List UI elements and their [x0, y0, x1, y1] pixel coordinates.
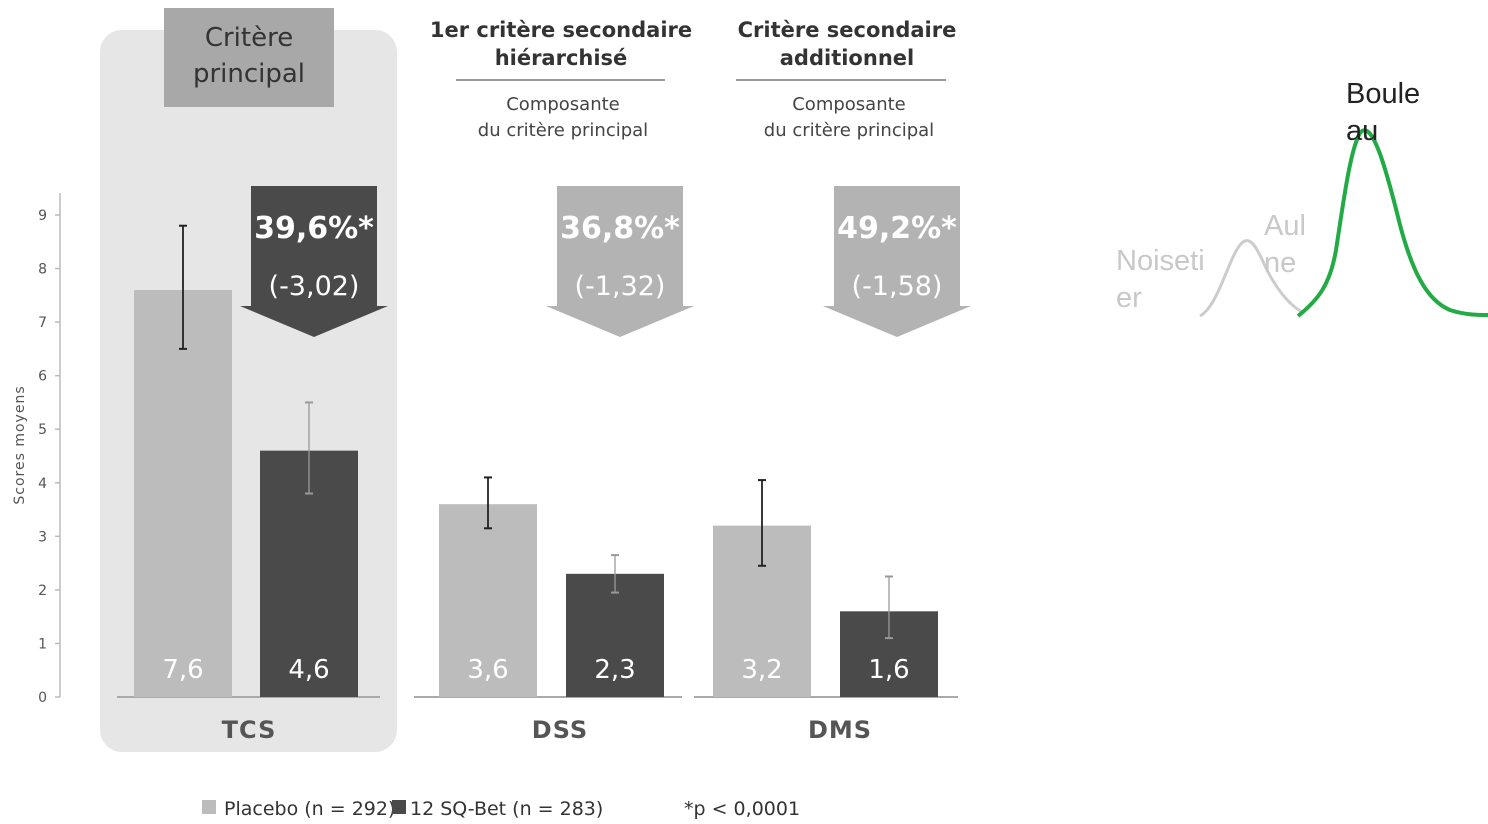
- y-tick-label: 6: [38, 369, 47, 385]
- reduction-difference: (-1,58): [852, 271, 943, 302]
- reduction-arrow-dss: [546, 186, 694, 337]
- label-bouleau-1: Boule: [1346, 78, 1420, 110]
- subheader-line-1: Composante: [792, 94, 906, 115]
- subheader-line-2: du critère principal: [478, 120, 648, 141]
- legend-swatch-placebo: [202, 800, 216, 814]
- bar-dss-treatment: [566, 573, 664, 697]
- category-label-tcs: TCS: [222, 716, 277, 744]
- label-aulne-1: Aul: [1264, 210, 1306, 242]
- bar-value-label: 2,3: [594, 655, 635, 685]
- header-line-2: principal: [193, 59, 305, 89]
- legend-swatch-treatment: [392, 800, 406, 814]
- header-line-1: Critère: [205, 23, 293, 53]
- header-line-2: additionnel: [780, 46, 914, 70]
- bar-value-label: 4,6: [288, 655, 329, 685]
- bar-value-label: 1,6: [868, 655, 909, 685]
- curve-bouleau: [1296, 128, 1488, 318]
- pollen-season-curves: Noiseti er Aul ne Boule au: [1116, 78, 1488, 318]
- label-noisetier-2: er: [1116, 282, 1142, 314]
- bar-tcs-placebo: [134, 289, 232, 697]
- header-box-primary: [164, 8, 334, 107]
- reduction-percent: 49,2%*: [837, 211, 957, 246]
- y-tick-label: 8: [38, 262, 47, 278]
- legend: Placebo (n = 292) 12 SQ-Bet (n = 283) *p…: [202, 798, 800, 820]
- bar-dss-placebo: [439, 504, 537, 697]
- y-axis: 0 1 2 3 4 5 6 7 8 9 Scores moyens: [12, 193, 61, 706]
- header-line-2: hiérarchisé: [495, 46, 628, 70]
- category-label-dss: DSS: [532, 716, 588, 744]
- bar-value-label: 3,2: [741, 655, 782, 685]
- bar-value-label: 3,6: [467, 655, 508, 685]
- y-tick-label: 4: [38, 476, 47, 492]
- label-aulne-2: ne: [1264, 247, 1296, 279]
- y-tick-label: 7: [38, 315, 47, 331]
- subheader-line-2: du critère principal: [764, 120, 934, 141]
- footnote: *p < 0,0001: [684, 798, 800, 820]
- y-tick-label: 1: [38, 636, 47, 652]
- reduction-difference: (-1,32): [575, 271, 666, 302]
- y-axis-label: Scores moyens: [12, 385, 28, 504]
- bar-value-label: 7,6: [162, 655, 203, 685]
- reduction-arrow-tcs: [240, 186, 388, 337]
- reduction-difference: (-3,02): [269, 271, 360, 302]
- label-noisetier-1: Noiseti: [1116, 245, 1205, 277]
- y-tick-label: 0: [38, 690, 47, 706]
- reduction-percent: 39,6%*: [254, 211, 374, 246]
- y-tick-label: 5: [38, 422, 47, 438]
- reduction-percent: 36,8%*: [560, 211, 680, 246]
- y-tick-label: 9: [38, 208, 47, 224]
- y-tick-label: 3: [38, 529, 47, 545]
- curve-noisetier: [1199, 239, 1303, 318]
- legend-label-treatment: 12 SQ-Bet (n = 283): [410, 798, 603, 820]
- reduction-arrow-dms: [823, 186, 971, 337]
- header-line-1: 1er critère secondaire: [430, 18, 692, 42]
- y-tick-label: 2: [38, 583, 47, 599]
- category-label-dms: DMS: [808, 716, 872, 744]
- subheader-line-1: Composante: [506, 94, 620, 115]
- legend-label-placebo: Placebo (n = 292): [224, 798, 395, 820]
- header-line-1: Critère secondaire: [738, 18, 957, 42]
- label-bouleau-2: au: [1346, 115, 1378, 147]
